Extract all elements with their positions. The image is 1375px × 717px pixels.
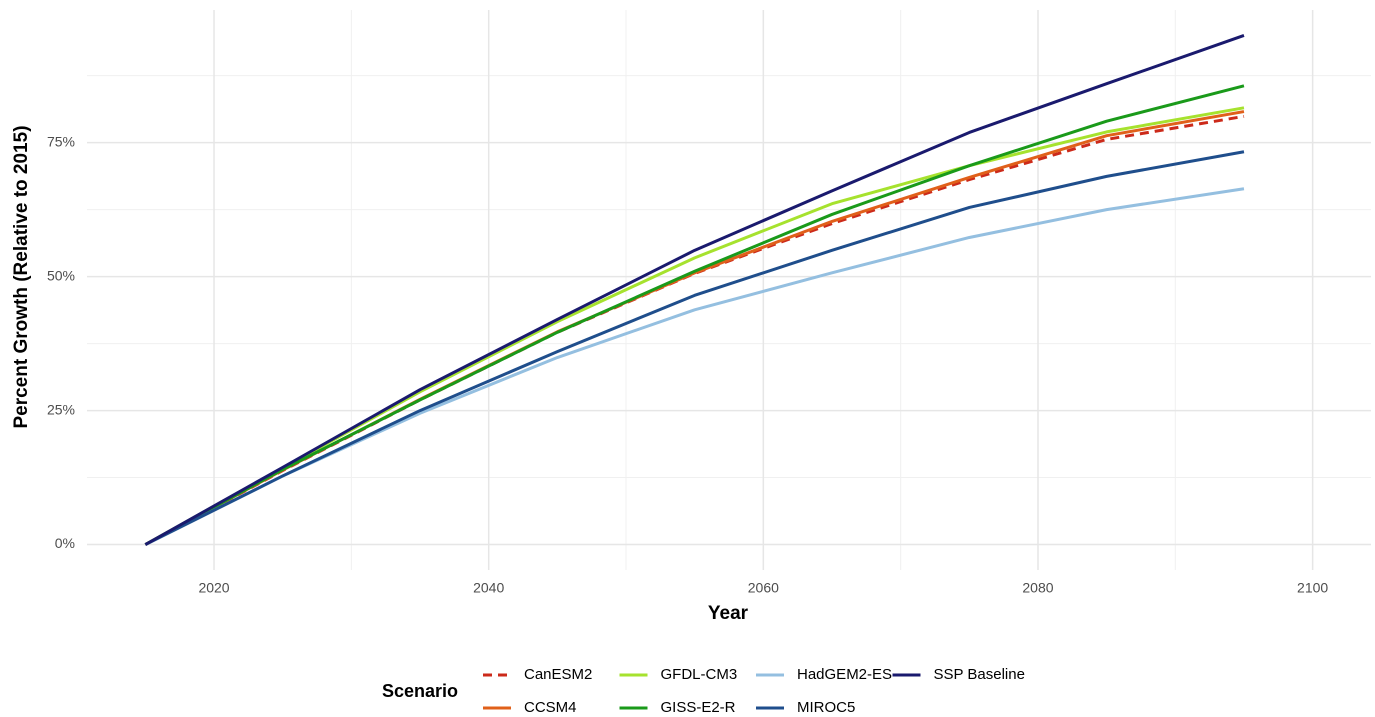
y-tick-label: 25% bbox=[47, 401, 75, 417]
series-line bbox=[144, 114, 1245, 546]
legend-label: GFDL-CM3 bbox=[661, 666, 738, 683]
legend-label: CCSM4 bbox=[524, 699, 577, 716]
series-line bbox=[144, 34, 1245, 546]
x-tick-label: 2060 bbox=[748, 580, 779, 596]
legend-label: GISS-E2-R bbox=[661, 699, 736, 716]
series-line bbox=[144, 106, 1245, 546]
legend-item: SSP Baseline bbox=[892, 666, 1025, 683]
legend-item: CanESM2 bbox=[483, 666, 592, 683]
x-tick-label: 2020 bbox=[198, 580, 229, 596]
legend-item: MIROC5 bbox=[756, 699, 855, 716]
series-line bbox=[144, 150, 1245, 546]
x-tick-label: 2040 bbox=[473, 580, 504, 596]
legend-title: Scenario bbox=[382, 681, 458, 701]
y-tick-label: 50% bbox=[47, 267, 75, 283]
legend-label: MIROC5 bbox=[797, 699, 855, 716]
series-line bbox=[144, 187, 1245, 546]
x-tick-label: 2100 bbox=[1297, 580, 1328, 596]
legend-label: HadGEM2-ES bbox=[797, 666, 892, 683]
legend-item: GFDL-CM3 bbox=[619, 666, 738, 683]
series-line bbox=[144, 110, 1245, 546]
series-line bbox=[144, 84, 1245, 546]
legend-label: SSP Baseline bbox=[934, 666, 1025, 683]
legend-item: CCSM4 bbox=[483, 699, 577, 716]
x-tick-label: 2080 bbox=[1022, 580, 1053, 596]
legend-item: HadGEM2-ES bbox=[756, 666, 892, 683]
legend-label: CanESM2 bbox=[524, 666, 592, 683]
legend-item: GISS-E2-R bbox=[619, 699, 736, 716]
y-tick-label: 0% bbox=[55, 535, 75, 551]
y-tick-label: 75% bbox=[47, 133, 75, 149]
x-axis-title: Year bbox=[708, 603, 749, 624]
y-axis-title: Percent Growth (Relative to 2015) bbox=[11, 125, 32, 428]
